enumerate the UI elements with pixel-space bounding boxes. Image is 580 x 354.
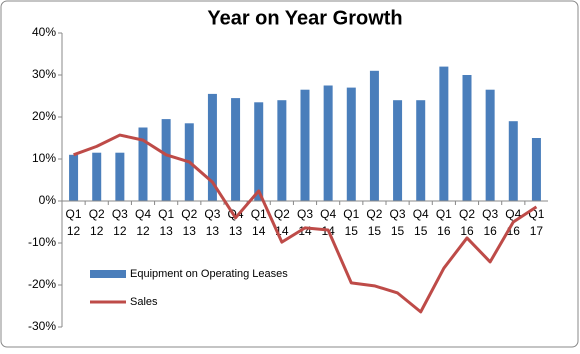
bar [369,70,379,201]
x-tick-wrap: Q4 16 [505,207,521,238]
bar [439,66,449,201]
bar [161,119,171,201]
x-tick-label: Q4 15 [412,207,429,238]
x-tick-label: Q3 13 [204,207,221,238]
x-tick-label: Q1 16 [435,207,452,238]
y-tick-label: 30% [32,67,56,81]
x-tick-wrap: Q2 13 [181,207,198,238]
x-tick-wrap: Q3 16 [482,207,499,238]
bar [416,100,426,201]
legend-label: Equipment on Operating Leases [130,268,288,280]
bar [346,87,356,201]
bar [92,152,102,201]
x-tick-wrap: Q1 16 [435,207,452,238]
bar [254,102,264,201]
bar [485,89,495,201]
bar [115,152,125,201]
x-tick-wrap: Q1 13 [158,207,175,238]
x-tick-label: Q1 14 [250,207,267,238]
x-tick-label: Q2 13 [181,207,198,238]
x-tick-wrap: Q4 12 [134,207,151,238]
bar [231,98,241,201]
x-tick-label: Q2 16 [458,207,475,238]
x-tick-label: Q2 12 [88,207,105,238]
x-tick-wrap: Q4 14 [320,207,337,238]
bar [138,127,148,201]
bar [207,93,217,201]
y-tick-label: 40% [32,25,56,39]
bar [462,75,472,201]
x-tick-label: Q1 15 [343,207,360,238]
chart-title: Year on Year Growth [207,7,402,29]
x-tick-wrap: Q1 14 [250,207,267,238]
x-tick-wrap: Q3 14 [296,207,313,238]
bar [300,89,310,201]
x-tick-wrap: Q3 15 [389,207,406,238]
y-tick-label: -20% [28,277,56,291]
x-tick-label: Q3 16 [482,207,499,238]
x-tick-label: Q3 12 [111,207,128,238]
x-tick-label: Q4 14 [320,207,337,238]
bar [69,154,79,201]
x-tick-wrap: Q4 15 [412,207,429,238]
x-tick-wrap: Q2 12 [88,207,105,238]
x-tick-wrap: Q1 12 [65,207,82,238]
legend-swatch [90,270,126,278]
x-tick-label: Q1 13 [158,207,175,238]
y-tick-label: 10% [32,151,56,165]
y-tick-label: -30% [28,319,56,333]
bar [508,121,518,201]
x-tick-label: Q3 15 [389,207,406,238]
x-tick-wrap: Q4 13 [227,207,244,238]
bar [531,138,541,201]
x-tick-wrap: Q1 15 [343,207,360,238]
x-tick-label: Q2 15 [366,207,383,238]
y-tick-label: 0% [39,193,57,207]
y-tick-label: 20% [32,109,56,123]
x-tick-wrap: Q3 13 [204,207,221,238]
legend-label: Sales [130,296,158,308]
x-tick-label: Q4 12 [134,207,151,238]
legend-box [80,260,310,316]
x-tick-label: Q1 12 [65,207,82,238]
x-tick-label: Q4 13 [227,207,244,238]
bar [277,100,287,201]
x-tick-label: Q3 14 [296,207,313,238]
bar [393,100,403,201]
line [73,133,538,314]
bar [323,85,333,201]
x-tick-wrap: Q2 16 [458,207,475,238]
y-tick-label: -10% [28,235,56,249]
x-tick-wrap: Q2 15 [366,207,383,238]
x-tick-wrap: Q3 12 [111,207,128,238]
